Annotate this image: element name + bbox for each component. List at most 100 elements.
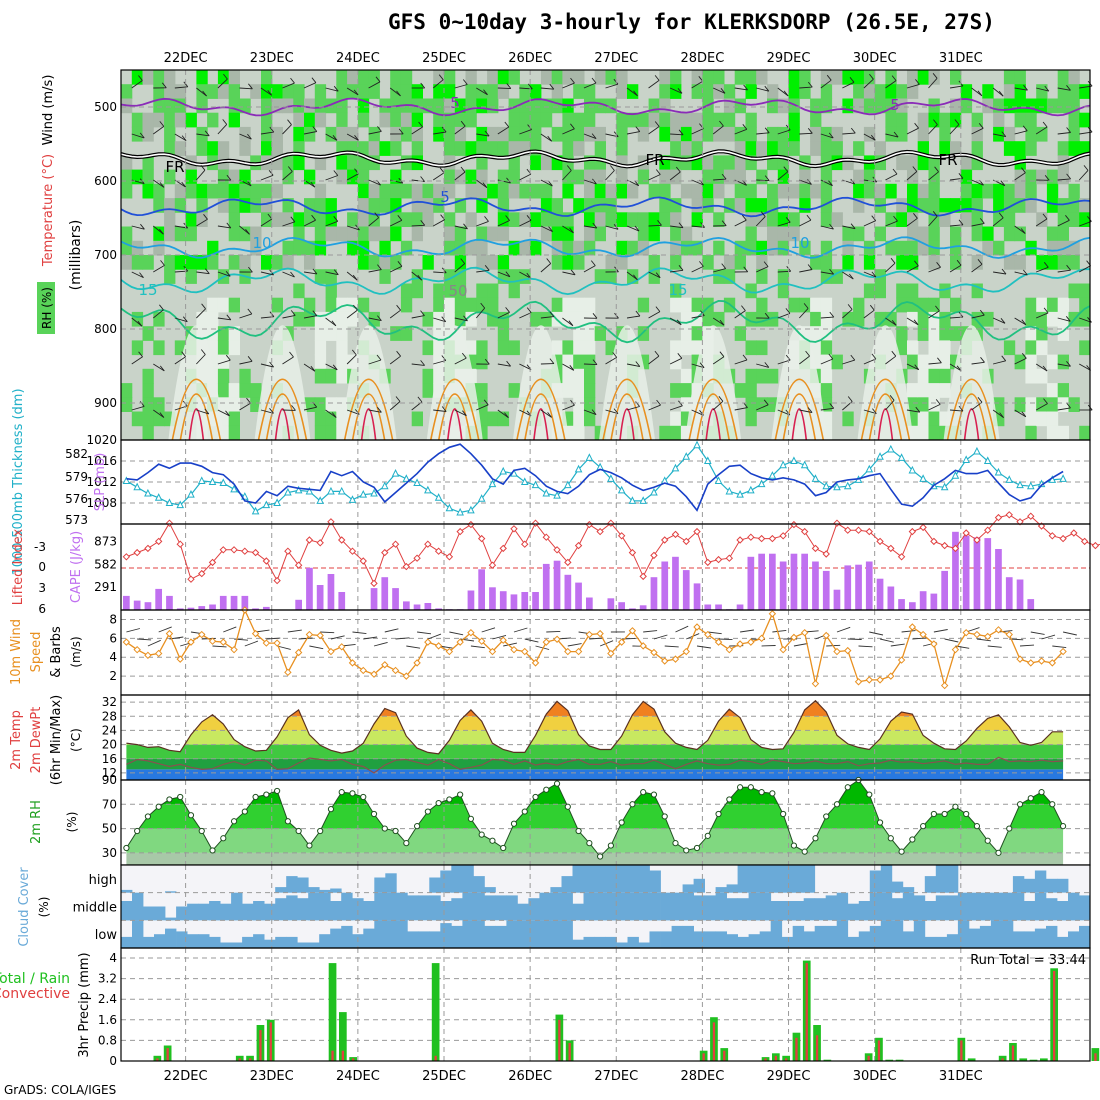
rh-cell: [444, 297, 456, 313]
cloud-cell: [649, 931, 661, 948]
rh-cell: [573, 340, 585, 356]
rh-cell: [239, 141, 251, 156]
precip-convective-bar: [1053, 970, 1056, 1061]
rh-cell: [842, 226, 854, 242]
cape-bar: [306, 567, 313, 610]
rh-cell: [670, 141, 682, 156]
precip-convective-bar: [558, 1019, 561, 1061]
thickness-point: [671, 463, 680, 472]
thickness-point: [456, 507, 464, 516]
thickness-point: [370, 488, 378, 497]
rh-cell: [659, 212, 671, 227]
rh-cell: [917, 297, 929, 313]
wind-barb: [196, 87, 207, 97]
rh-cell: [422, 383, 434, 398]
rh-cell: [1068, 198, 1080, 213]
cape-bar: [478, 569, 485, 610]
wind-barb-flag: [892, 168, 898, 175]
rh-cell: [928, 155, 940, 171]
isotherm-warm: [429, 378, 480, 441]
rh-point: [134, 827, 141, 835]
isotherm-15: [120, 266, 1091, 296]
wind-barb-flag: [743, 84, 748, 91]
surface-wind-barb: [933, 629, 948, 633]
wind-barb-flag: [828, 353, 834, 360]
wind-barb-flag: [505, 307, 510, 313]
date-label-bottom: 24DEC: [336, 1069, 380, 1084]
cloud-cell: [198, 934, 210, 948]
wind-barb: [842, 271, 854, 280]
wind-barb: [454, 357, 467, 365]
wind-speed-point: [757, 634, 766, 643]
rh-cell: [562, 155, 574, 171]
rh-cell: [1079, 198, 1091, 213]
wind-barb: [648, 126, 660, 135]
wind-speed-point: [736, 640, 744, 648]
rh-cell: [368, 155, 380, 171]
rh-cell: [874, 141, 886, 156]
isotherm-label: 50: [448, 282, 467, 300]
wind-barb-flag: [592, 359, 598, 365]
isotherm-label: FR: [938, 151, 957, 169]
cloud-cell: [1001, 892, 1014, 921]
wind-barb-flag: [699, 261, 704, 267]
wind-barb: [820, 179, 833, 187]
rh-cell: [594, 98, 606, 114]
rh-cell: [228, 198, 240, 213]
wind-barb-flag: [247, 308, 253, 315]
rh-cell: [788, 183, 800, 199]
temp-tick-label: 16: [102, 752, 117, 766]
wind-barb-flag: [441, 126, 447, 133]
wind-barb: [842, 225, 856, 230]
rh-point: [769, 790, 776, 797]
rh-cell: [228, 70, 240, 85]
wind-barb: [842, 81, 855, 89]
rh-cell: [831, 354, 843, 370]
cape-bar: [413, 604, 421, 610]
rh-cell: [1046, 240, 1059, 256]
surface-wind-barb: [1030, 631, 1045, 635]
rh-cell: [993, 126, 1005, 142]
wind-barb: [906, 127, 919, 135]
rh-cell: [734, 183, 746, 199]
wind-barb-flag: [332, 364, 338, 371]
rh-cell: [723, 112, 736, 128]
lifted-index-point: [521, 540, 529, 548]
cape-bar: [682, 570, 690, 610]
rh-cell: [454, 255, 467, 270]
lifted-index-point: [1027, 512, 1035, 520]
cloud-cell: [363, 928, 375, 948]
rh-cell: [713, 212, 725, 227]
thickness-point: [413, 478, 421, 487]
lifted-index-tick-label: 0: [38, 560, 46, 574]
rh-cell: [508, 169, 520, 185]
wind-barb: [799, 219, 812, 227]
cloud-cell: [187, 934, 199, 948]
wind-barb-flag: [287, 119, 292, 125]
wind-barb-flag: [869, 73, 874, 80]
rh-cell: [928, 169, 940, 185]
isotherm-warm: [516, 378, 566, 441]
wind-barb: [303, 271, 317, 275]
wind-barb: [583, 265, 596, 273]
wind-tick-label: 6: [109, 631, 117, 645]
rh-cell: [810, 126, 822, 142]
cloud-cell: [891, 881, 904, 893]
rh-cell: [1003, 183, 1016, 199]
rh-cell: [917, 198, 929, 213]
surface-wind-barb: [513, 627, 528, 633]
wind-barb-flag: [569, 365, 575, 371]
wind-barb-flag: [420, 82, 426, 89]
rh-cell: [691, 126, 703, 142]
rh-cell: [411, 411, 423, 427]
wind-barb: [282, 271, 295, 278]
rh-cell: [1057, 226, 1069, 242]
rh-cell: [971, 283, 983, 299]
surface-wind-barb: [944, 638, 959, 643]
rh-cell: [551, 226, 563, 242]
rh-cell: [540, 226, 553, 242]
wind-barb-flag: [1066, 85, 1071, 91]
rh-cell: [1046, 411, 1059, 427]
cloud-cell: [1034, 870, 1047, 893]
